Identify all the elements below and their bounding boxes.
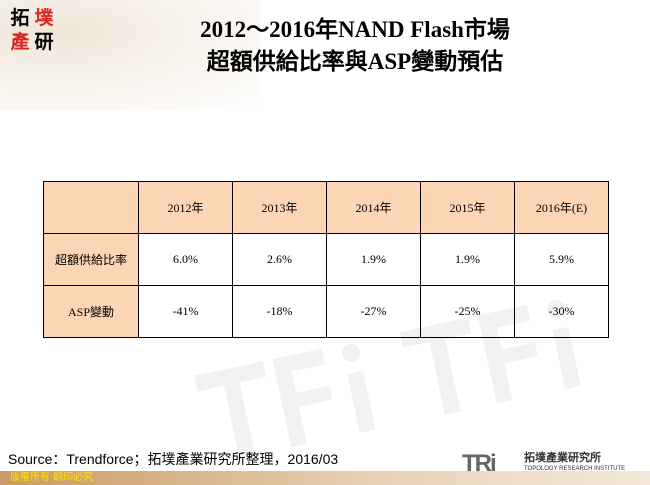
header-cell: 2012年	[138, 181, 233, 234]
title-line-2: 超額供給比率與ASP變動預估	[206, 49, 504, 74]
table-cell: -18%	[232, 285, 327, 338]
footer-bar: 版權所有‧翻印必究	[0, 471, 650, 485]
table-cell: 1.9%	[326, 233, 421, 286]
table-row: ASP變動 -41% -18% -27% -25% -30%	[43, 285, 609, 338]
header-cell	[43, 181, 139, 234]
table-cell: 2.6%	[232, 233, 327, 286]
page-title: 2012～2016年NAND Flash市場 超額供給比率與ASP變動預估	[120, 14, 590, 78]
table-row: 超額供給比率 6.0% 2.6% 1.9% 1.9% 5.9%	[43, 233, 609, 286]
table-cell: -41%	[138, 285, 233, 338]
row-label: 超額供給比率	[43, 233, 139, 286]
table-cell: -27%	[326, 285, 421, 338]
header-cell: 2014年	[326, 181, 421, 234]
row-label: ASP變動	[43, 285, 139, 338]
table-cell: -30%	[514, 285, 609, 338]
title-line-1: 2012～2016年NAND Flash市場	[200, 17, 510, 42]
table-cell: 1.9%	[420, 233, 515, 286]
table-cell: 6.0%	[138, 233, 233, 286]
logo-char: 產	[10, 31, 30, 53]
logo: 拓 墣 產 研	[8, 6, 56, 54]
map-background	[0, 0, 260, 110]
header-cell: 2013年	[232, 181, 327, 234]
logo-char: 墣	[34, 7, 54, 29]
data-table: 2012年 2013年 2014年 2015年 2016年(E) 超額供給比率 …	[43, 181, 609, 338]
logo-char: 研	[34, 31, 54, 53]
brand-mark: TRi	[462, 450, 497, 477]
brand-name-en: TOPOLOGY RESEARCH INSTITUTE	[524, 466, 626, 472]
copyright-text: 版權所有‧翻印必究	[10, 472, 94, 483]
header-cell: 2015年	[420, 181, 515, 234]
header-cell: 2016年(E)	[514, 181, 609, 234]
table-cell: -25%	[420, 285, 515, 338]
source-note: Source：Trendforce；拓墣產業研究所整理，2016/03	[8, 451, 339, 467]
table-header-row: 2012年 2013年 2014年 2015年 2016年(E)	[43, 181, 609, 234]
table-cell: 5.9%	[514, 233, 609, 286]
brand-name-cn: 拓墣產業研究所	[524, 452, 601, 464]
logo-char: 拓	[10, 7, 30, 29]
